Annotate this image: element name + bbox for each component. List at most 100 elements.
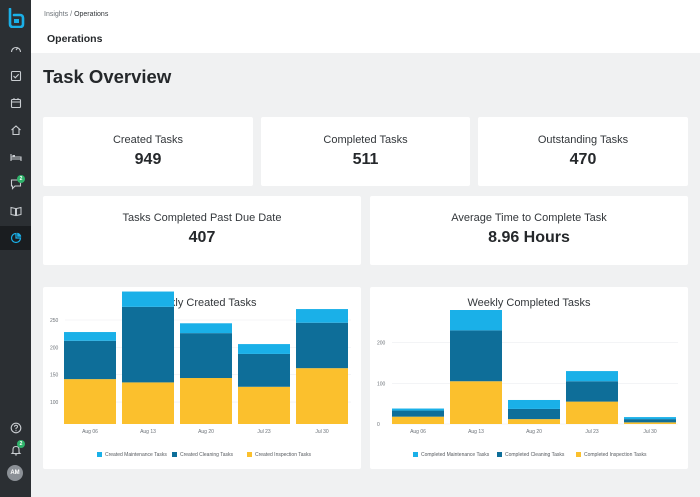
bar-segment[interactable] (238, 353, 290, 387)
y-tick-label: 200 (377, 341, 386, 347)
bar-segment[interactable] (296, 322, 348, 369)
bar-segment[interactable] (122, 306, 174, 383)
stat-value: 8.96 Hours (488, 229, 570, 246)
breadcrumb: Insights / Operations (44, 11, 108, 18)
stat-label: Completed Tasks (323, 134, 408, 146)
bar-segment[interactable] (238, 344, 290, 354)
x-tick-label: Jul 30 (643, 429, 657, 435)
bar-segment[interactable] (450, 310, 502, 331)
bar-segment[interactable] (296, 368, 348, 424)
chart-weekly-created: 100 150 200 250 Aug 06 Aug 13 Aug 20 Jul 23 Jul … (50, 291, 351, 458)
bar-segment[interactable] (624, 422, 676, 424)
legend-swatch (413, 452, 418, 457)
bar-segment[interactable] (566, 371, 618, 382)
legend-label[interactable]: Created Maintenance Tasks (105, 452, 167, 458)
legend-swatch (247, 452, 252, 457)
y-tick-label: 150 (50, 373, 59, 379)
x-tick-label: Aug 20 (526, 429, 542, 435)
legend-label[interactable]: Created Cleaning Tasks (180, 452, 233, 458)
bar-segment[interactable] (624, 417, 676, 420)
bar-segment[interactable] (508, 399, 560, 409)
bar-segment[interactable] (566, 381, 618, 402)
y-tick-label: 100 (377, 381, 386, 387)
chart-weekly-completed: 0 100 200 Aug 06 Aug 13 Aug 20 Jul 23 Jul 30 Com… (377, 310, 678, 458)
bar-segment[interactable] (238, 386, 290, 424)
breadcrumb-separator: / (70, 11, 73, 18)
bar-segment[interactable] (392, 416, 444, 424)
x-tick-label: Aug 06 (82, 429, 98, 435)
bar-segment[interactable] (624, 419, 676, 423)
bar-segment[interactable] (508, 419, 560, 424)
legend-swatch (576, 452, 581, 457)
bar-segment[interactable] (508, 408, 560, 420)
bar-segment[interactable] (180, 378, 232, 424)
chat-badge: 2 (17, 175, 25, 183)
legend-label[interactable]: Completed Maintenance Tasks (421, 452, 490, 458)
breadcrumb-current: Operations (74, 11, 109, 18)
stat-label: Outstanding Tasks (537, 134, 629, 146)
stat-value: 407 (188, 229, 216, 246)
y-tick-label: 250 (50, 318, 59, 324)
bar-segment[interactable] (392, 410, 444, 417)
chart-title: Weekly Completed Tasks (467, 297, 591, 309)
bar-segment[interactable] (450, 381, 502, 424)
bar-segment[interactable] (64, 379, 116, 424)
bar-segment[interactable] (122, 382, 174, 424)
y-tick-label: 200 (50, 345, 59, 351)
y-tick-label: 0 (377, 422, 380, 428)
stat-card-outstanding: Outstanding Tasks 470 (478, 117, 688, 186)
bar-segment[interactable] (450, 330, 502, 382)
x-tick-label: Aug 06 (410, 429, 426, 435)
notification-badge: 2 (17, 440, 25, 448)
breadcrumb-parent[interactable]: Insights (44, 11, 69, 18)
y-tick-label: 100 (50, 400, 59, 406)
x-tick-label: Aug 13 (140, 429, 156, 435)
x-tick-label: Jul 23 (585, 429, 599, 435)
book-icon[interactable] (9, 204, 23, 218)
stat-value: 470 (569, 151, 597, 168)
insights-icon[interactable] (9, 231, 23, 245)
bed-icon[interactable] (9, 150, 23, 164)
stat-card-avg-time: Average Time to Complete Task 8.96 Hours (370, 196, 688, 265)
x-tick-label: Aug 20 (198, 429, 214, 435)
stat-card-past-due: Tasks Completed Past Due Date 407 (43, 196, 361, 265)
bar-segment[interactable] (180, 333, 232, 379)
dashboard-icon[interactable] (9, 42, 23, 56)
stat-value: 949 (134, 151, 162, 168)
logo-icon[interactable] (7, 7, 25, 29)
stat-value: 511 (352, 151, 379, 168)
x-tick-label: Jul 23 (257, 429, 271, 435)
calendar-icon[interactable] (9, 96, 23, 110)
bar-segment[interactable] (122, 291, 174, 307)
chart-card-created: Weekly Created Tasks 100 150 200 250 Aug 06 A… (43, 287, 361, 469)
legend-label[interactable]: Created Inspection Tasks (255, 452, 312, 458)
x-tick-label: Aug 13 (468, 429, 484, 435)
home-icon[interactable] (9, 123, 23, 137)
chart-card-completed: Weekly Completed Tasks 0 100 200 Aug 06 Aug … (370, 287, 688, 469)
legend-swatch (97, 452, 102, 457)
chart-title: Weekly Created Tasks (147, 297, 257, 309)
bar-segment[interactable] (64, 340, 116, 380)
stat-label: Average Time to Complete Task (451, 212, 607, 224)
help-icon[interactable] (9, 421, 23, 435)
bar-segment[interactable] (296, 309, 348, 323)
stat-label: Tasks Completed Past Due Date (122, 212, 282, 224)
bar-segment[interactable] (64, 332, 116, 341)
page-title: Task Overview (43, 66, 172, 87)
legend-label[interactable]: Completed Inspection Tasks (584, 452, 647, 458)
stat-card-created: Created Tasks 949 (43, 117, 253, 186)
stat-label: Created Tasks (112, 134, 184, 146)
x-tick-label: Jul 30 (315, 429, 329, 435)
tasks-icon[interactable] (9, 69, 23, 83)
sidebar: 2 2 AM (0, 0, 31, 497)
bar-segment[interactable] (180, 323, 232, 334)
bell-icon[interactable] (9, 443, 23, 457)
legend-label[interactable]: Completed Cleaning Tasks (505, 452, 565, 458)
stat-card-completed: Completed Tasks 511 (261, 117, 470, 186)
bar-segment[interactable] (566, 401, 618, 424)
top-header: Insights / Operations Operations (31, 0, 700, 53)
avatar[interactable]: AM (7, 465, 23, 481)
legend-swatch (172, 452, 177, 457)
header-title: Operations (47, 33, 103, 45)
bar-segment[interactable] (392, 408, 444, 411)
